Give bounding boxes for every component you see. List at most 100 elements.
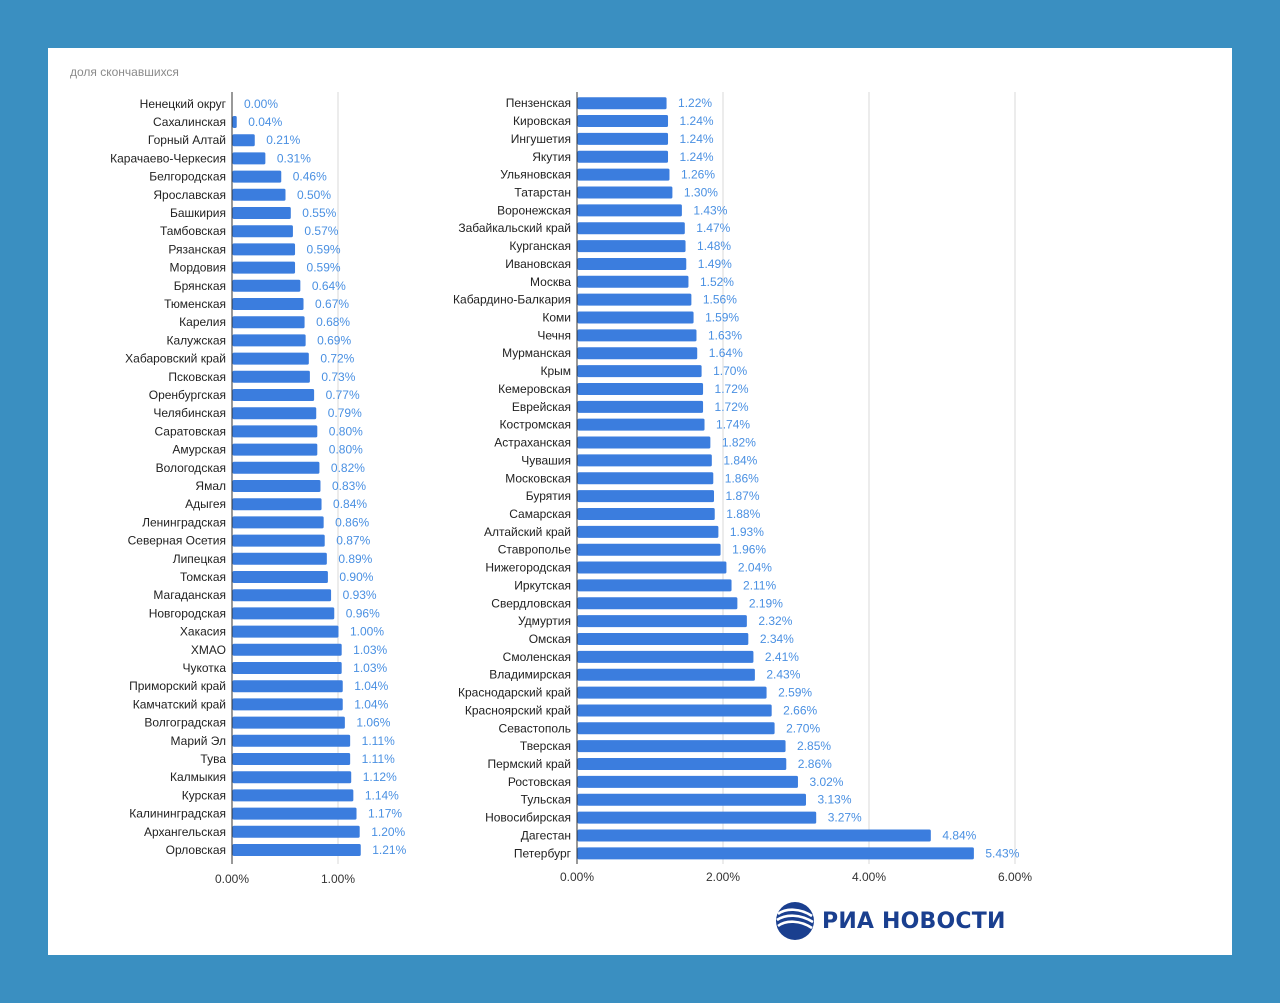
bar <box>577 722 775 735</box>
value-label: 2.32% <box>758 614 792 628</box>
bar <box>232 443 318 456</box>
value-label: 1.14% <box>365 788 399 802</box>
value-label: 0.87% <box>336 534 370 548</box>
bar <box>232 298 304 310</box>
bar <box>577 275 689 288</box>
value-label: 0.80% <box>329 424 363 438</box>
category-label: Саратовская <box>154 424 226 438</box>
bar <box>232 461 320 474</box>
category-label: Алтайский край <box>484 525 571 539</box>
bar <box>577 561 727 574</box>
bar <box>577 597 738 610</box>
bar <box>577 507 715 520</box>
category-label: Магаданская <box>153 588 226 602</box>
value-label: 0.77% <box>326 388 360 402</box>
bar <box>577 436 711 449</box>
value-label: 4.84% <box>942 828 976 842</box>
bar <box>577 668 755 681</box>
bar <box>577 472 714 485</box>
bar <box>232 680 343 693</box>
value-label: 0.55% <box>302 206 336 220</box>
category-label: Калужская <box>166 333 226 347</box>
category-label: Вологодская <box>156 461 226 475</box>
value-label: 1.24% <box>680 150 714 164</box>
bar <box>232 352 309 365</box>
value-label: 1.84% <box>723 453 757 467</box>
category-label: Ставрополье <box>498 543 572 557</box>
category-label: Дагестан <box>521 828 571 842</box>
category-label: Марий Эл <box>171 734 226 748</box>
bar <box>577 829 931 842</box>
value-label: 1.47% <box>696 221 730 235</box>
category-label: Ямал <box>195 479 226 493</box>
ria-logo-icon <box>776 902 814 940</box>
category-label: Краснодарский край <box>458 686 571 700</box>
value-label: 2.11% <box>743 578 776 592</box>
bar <box>577 329 697 342</box>
category-label: Петербург <box>514 846 572 860</box>
bar <box>232 516 324 529</box>
value-label: 1.24% <box>680 132 714 146</box>
category-label: Тува <box>200 752 226 766</box>
value-label: 1.49% <box>698 257 732 271</box>
bar <box>232 771 352 784</box>
value-label: 1.11% <box>362 734 395 748</box>
bar <box>577 365 702 378</box>
bar <box>577 543 721 556</box>
bar <box>232 243 296 256</box>
value-label: 0.04% <box>248 115 282 129</box>
value-label: 1.04% <box>354 679 388 693</box>
bar <box>577 132 669 145</box>
value-label: 1.70% <box>713 364 747 378</box>
bar <box>577 633 749 645</box>
value-label: 0.83% <box>332 479 366 493</box>
value-label: 0.86% <box>335 515 369 529</box>
value-label: 1.72% <box>715 400 749 414</box>
category-label: Татарстан <box>514 186 571 200</box>
category-label: Псковская <box>168 370 226 384</box>
category-label: Карелия <box>179 315 226 329</box>
category-label: Якутия <box>532 150 571 164</box>
category-label: Ярославская <box>153 188 226 202</box>
category-label: Томская <box>180 570 226 584</box>
value-label: 1.04% <box>354 697 388 711</box>
category-label: Амурская <box>172 443 226 457</box>
value-label: 1.03% <box>353 661 387 675</box>
category-label: Свердловская <box>491 596 571 610</box>
bar <box>577 293 692 306</box>
category-label: Тамбовская <box>160 224 226 238</box>
category-label: Удмуртия <box>518 614 571 628</box>
value-label: 2.34% <box>760 632 794 646</box>
value-label: 1.43% <box>693 203 727 217</box>
bar <box>232 662 342 674</box>
value-label: 0.79% <box>328 406 362 420</box>
category-label: Кабардино-Балкария <box>453 293 571 307</box>
value-label: 1.64% <box>709 346 743 360</box>
category-label: Астраханская <box>494 436 571 450</box>
value-label: 0.46% <box>293 170 327 184</box>
bar <box>577 686 767 699</box>
bar <box>232 734 351 747</box>
category-label: Архангельская <box>144 825 226 839</box>
x-tick-label: 2.00% <box>706 870 740 884</box>
category-label: Красноярский край <box>465 703 571 717</box>
value-label: 1.72% <box>715 382 749 396</box>
bar <box>232 370 310 383</box>
value-label: 0.96% <box>346 606 380 620</box>
x-tick-label: 0.00% <box>560 870 594 884</box>
category-label: Кировская <box>513 114 571 128</box>
category-label: Башкирия <box>170 206 226 220</box>
bar <box>232 480 321 492</box>
category-label: Ингушетия <box>511 132 571 146</box>
bar <box>577 650 754 663</box>
bar <box>232 844 361 856</box>
value-label: 0.80% <box>329 443 363 457</box>
value-label: 0.64% <box>312 279 346 293</box>
bar <box>577 204 682 217</box>
category-label: Пермский край <box>487 757 571 771</box>
value-label: 1.52% <box>700 275 734 289</box>
category-label: Ростовская <box>508 775 571 789</box>
value-label: 2.66% <box>783 703 817 717</box>
category-label: Сахалинская <box>153 115 226 129</box>
category-label: Крым <box>540 364 571 378</box>
